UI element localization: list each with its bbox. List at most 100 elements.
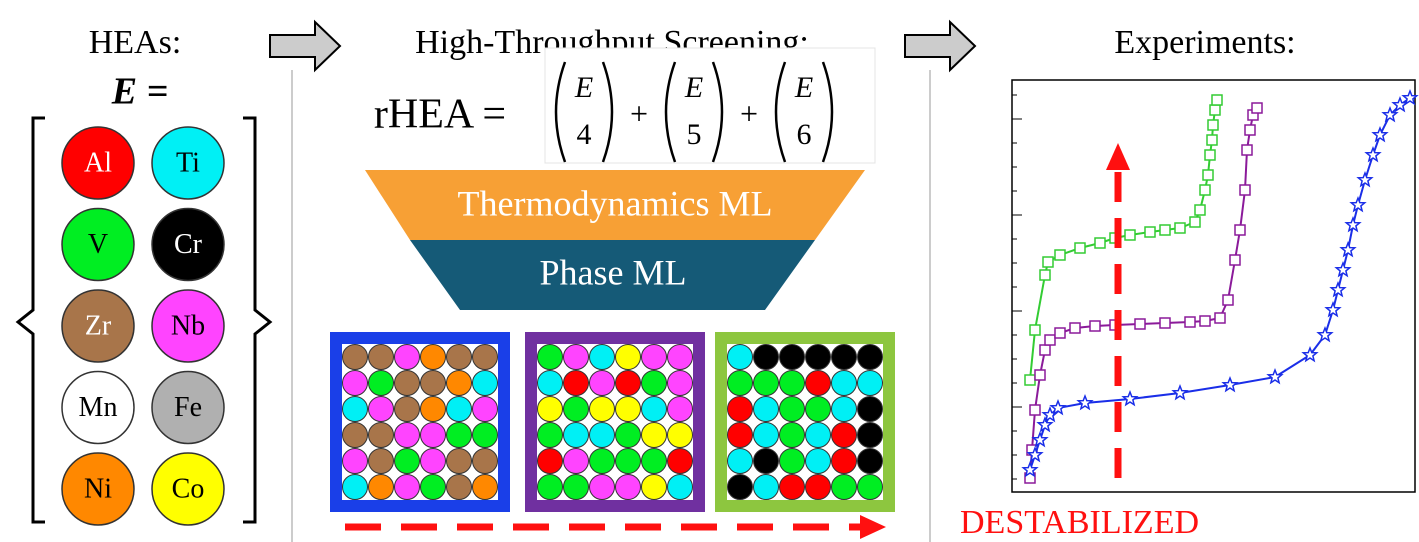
funnel-label: Phase ML xyxy=(540,252,687,292)
operator: + xyxy=(740,95,758,131)
annotation: DESTABILIZED xyxy=(960,504,1199,541)
atom xyxy=(369,423,394,448)
atom xyxy=(858,345,883,370)
atom xyxy=(616,449,641,474)
marker xyxy=(1326,303,1339,316)
marker xyxy=(1025,375,1035,385)
atom xyxy=(780,371,805,396)
lattice xyxy=(342,344,498,500)
funnel-label: Thermodynamics ML xyxy=(458,183,773,223)
binomial-top: E xyxy=(684,71,703,104)
atom xyxy=(421,371,446,396)
atom xyxy=(858,475,883,500)
marker xyxy=(1043,257,1053,267)
atom xyxy=(473,371,498,396)
marker xyxy=(1215,313,1225,323)
atom xyxy=(343,423,368,448)
atom xyxy=(538,345,563,370)
atom xyxy=(668,397,693,422)
atom xyxy=(806,475,831,500)
marker xyxy=(1033,433,1046,446)
marker xyxy=(1030,325,1040,335)
atom xyxy=(447,449,472,474)
marker xyxy=(1145,227,1155,237)
marker xyxy=(1223,378,1236,391)
atom xyxy=(564,423,589,448)
marker xyxy=(1341,243,1354,256)
atom xyxy=(728,345,753,370)
atom xyxy=(728,423,753,448)
curve xyxy=(1030,98,1410,470)
marker xyxy=(1366,148,1379,161)
atom xyxy=(421,475,446,500)
atom xyxy=(780,449,805,474)
atom xyxy=(447,371,472,396)
element-label: Ti xyxy=(176,147,200,178)
atom xyxy=(538,449,563,474)
diagram: HEAs: E = AlTiVCrZrNbMnFeNiCo High-Throu… xyxy=(0,0,1419,542)
marker xyxy=(1242,145,1252,155)
arrow-head xyxy=(1106,143,1130,170)
element-label: Fe xyxy=(174,392,202,423)
marker xyxy=(1336,263,1349,276)
atom xyxy=(832,449,857,474)
atom xyxy=(421,397,446,422)
marker xyxy=(1318,328,1331,341)
marker xyxy=(1373,128,1386,141)
atom xyxy=(754,423,779,448)
atom xyxy=(780,345,805,370)
marker xyxy=(1190,217,1200,227)
atom xyxy=(858,397,883,422)
atom xyxy=(473,449,498,474)
formula-box xyxy=(545,48,875,163)
atom xyxy=(668,449,693,474)
formula-lhs: rHEA = xyxy=(374,92,506,138)
element-label: Zr xyxy=(85,310,112,341)
atom xyxy=(616,345,641,370)
atom xyxy=(590,345,615,370)
marker xyxy=(1160,318,1170,328)
marker xyxy=(1230,255,1240,265)
atom xyxy=(590,371,615,396)
element-label: V xyxy=(88,229,108,260)
atom xyxy=(369,397,394,422)
marker xyxy=(1030,405,1040,415)
marker xyxy=(1055,250,1065,260)
marker xyxy=(1358,173,1371,186)
atom xyxy=(421,449,446,474)
atom xyxy=(395,423,420,448)
marker xyxy=(1235,225,1245,235)
lattice xyxy=(537,344,693,500)
atom xyxy=(395,475,420,500)
atom xyxy=(728,475,753,500)
atom xyxy=(343,397,368,422)
atom xyxy=(754,397,779,422)
marker xyxy=(1160,225,1170,235)
atom xyxy=(564,475,589,500)
atom xyxy=(728,371,753,396)
arrow-head xyxy=(860,515,886,539)
binomial-top: E xyxy=(574,71,593,104)
marker xyxy=(1038,418,1051,431)
lattice xyxy=(727,344,883,500)
curve xyxy=(1030,108,1257,478)
atom xyxy=(668,475,693,500)
marker xyxy=(1223,295,1233,305)
atom xyxy=(343,475,368,500)
marker xyxy=(1210,105,1220,115)
atom xyxy=(858,449,883,474)
bracket xyxy=(18,118,45,522)
marker xyxy=(1212,95,1222,105)
element-label: Al xyxy=(84,147,112,178)
marker xyxy=(1070,323,1080,333)
marker xyxy=(1346,218,1359,231)
atom xyxy=(642,449,667,474)
atom xyxy=(616,475,641,500)
atom xyxy=(832,397,857,422)
marker xyxy=(1268,370,1281,383)
atom xyxy=(447,423,472,448)
atom xyxy=(421,345,446,370)
binomial-bottom: 4 xyxy=(577,118,592,151)
atom xyxy=(668,371,693,396)
element-label: Co xyxy=(172,473,205,504)
